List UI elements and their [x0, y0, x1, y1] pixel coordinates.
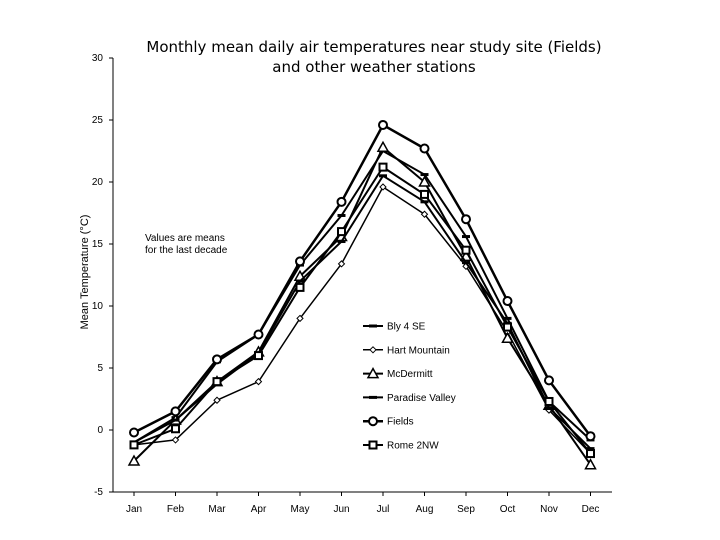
data-point-rome-2nw-dec — [586, 449, 595, 459]
data-point-mcdermitt-oct — [501, 331, 514, 343]
data-point-rome-2nw-nov — [544, 396, 554, 406]
series-line-hart-mountain — [133, 186, 592, 455]
legend-label: Bly 4 SE — [387, 322, 426, 333]
data-point-hart-mountain-aug — [420, 210, 429, 218]
x-tick-label-nov: Nov — [540, 504, 558, 515]
data-point-rome-2nw-jan — [129, 440, 139, 450]
chart-title-line-1: Monthly mean daily air temperatures near… — [146, 38, 601, 56]
y-tick-label: 0 — [97, 425, 103, 436]
data-point-fields-jul — [378, 119, 388, 130]
series-layer — [127, 119, 597, 470]
legend-swatch-marker — [368, 440, 378, 450]
x-tick-label-aug: Aug — [416, 504, 434, 515]
data-point-hart-mountain-mar — [213, 396, 221, 404]
legend-label: Hart Mountain — [387, 345, 450, 356]
data-point-mcdermitt-jan — [127, 454, 141, 466]
legend-item-hart-mountain: Hart Mountain — [363, 345, 450, 356]
x-tick-label-apr: Apr — [251, 504, 267, 515]
annotation-line-1: Values are means — [145, 233, 225, 244]
legend-label: Rome 2NW — [387, 441, 439, 452]
data-point-fields-mar — [212, 354, 222, 365]
series-paradise-valley — [130, 174, 595, 451]
data-point-rome-2nw-feb — [171, 424, 180, 434]
x-tick-label-mar: Mar — [208, 504, 226, 515]
legend-label: Paradise Valley — [387, 393, 456, 404]
data-point-fields-sep — [461, 214, 471, 225]
x-tick-label-may: May — [291, 504, 310, 515]
data-point-rome-2nw-sep — [461, 245, 471, 255]
data-point-fields-aug — [419, 143, 430, 154]
chart-title: Monthly mean daily air temperatures near… — [146, 38, 601, 76]
data-point-rome-2nw-mar — [212, 377, 222, 387]
y-tick-label: 25 — [92, 115, 104, 126]
data-point-rome-2nw-oct — [503, 322, 512, 332]
legend-swatch-marker — [368, 416, 378, 427]
data-point-rome-2nw-jul — [378, 162, 388, 172]
data-point-fields-dec — [585, 431, 596, 442]
y-tick-label: -5 — [94, 487, 103, 498]
data-point-mcdermitt-aug — [418, 175, 431, 187]
data-point-hart-mountain-may — [296, 314, 304, 323]
annotation-line-2: for the last decade — [145, 245, 228, 256]
data-point-rome-2nw-jun — [337, 227, 346, 237]
series-fields — [129, 119, 596, 442]
x-tick-label-sep: Sep — [457, 504, 475, 515]
legend-item-bly-4-se: Bly 4 SE — [363, 322, 426, 333]
legend-item-mcdermitt: McDermitt — [363, 367, 433, 380]
series-line-fields — [133, 123, 592, 437]
y-tick-label: 20 — [92, 177, 104, 188]
data-point-fields-may — [295, 256, 305, 267]
data-point-fields-jun — [336, 196, 347, 207]
data-point-rome-2nw-apr — [254, 351, 263, 361]
legend-label: Fields — [387, 417, 414, 428]
chart-title-line-2: and other weather stations — [272, 58, 476, 76]
x-tick-label-jul: Jul — [377, 504, 390, 515]
x-tick-label-jun: Jun — [333, 504, 349, 515]
data-point-hart-mountain-jun — [337, 260, 346, 268]
series-line-rome-2nw — [133, 166, 592, 455]
data-point-mcdermitt-jul — [376, 140, 390, 153]
data-point-rome-2nw-aug — [420, 189, 429, 199]
axes: -5 0 5 10 15 20 25 30 Jan Feb Mar Apr May Jun Jul Aug Se… — [92, 53, 612, 515]
series-rome-2nw — [129, 162, 595, 459]
data-point-fields-oct — [502, 296, 513, 307]
data-point-hart-mountain-apr — [254, 377, 263, 386]
data-point-fields-feb — [170, 406, 181, 417]
data-point-hart-mountain-jul — [379, 183, 387, 191]
legend-item-rome-2nw: Rome 2NW — [363, 440, 439, 452]
x-tick-label-dec: Dec — [582, 504, 600, 515]
data-point-mcdermitt-dec — [584, 458, 597, 470]
y-axis-label: Mean Temperature (°C) — [79, 215, 91, 330]
x-tick-label-jan: Jan — [126, 504, 142, 515]
y-tick-label: 10 — [92, 301, 104, 312]
data-point-fields-apr — [253, 329, 264, 340]
y-tick-label: 15 — [92, 239, 104, 250]
series-line-paradise-valley — [133, 174, 592, 450]
series-mcdermitt — [127, 140, 597, 470]
y-tick-label: 30 — [92, 53, 104, 64]
legend-swatch-marker — [369, 346, 377, 354]
chart-annotation: Values are means for the last decade — [145, 233, 228, 256]
data-point-rome-2nw-may — [295, 282, 305, 292]
x-tick-label-feb: Feb — [167, 504, 185, 515]
legend-item-paradise-valley: Paradise Valley — [363, 393, 456, 404]
legend-label: McDermitt — [387, 369, 433, 380]
legend-item-fields: Fields — [363, 416, 414, 428]
series-hart-mountain — [130, 183, 595, 458]
series-line-bly-4-se — [133, 150, 592, 444]
series-line-mcdermitt — [133, 146, 592, 466]
legend-swatch-marker — [366, 367, 380, 379]
data-point-fields-nov — [544, 375, 554, 386]
data-point-fields-jan — [129, 427, 139, 438]
data-point-hart-mountain-feb — [171, 436, 180, 444]
y-tick-label: 5 — [97, 363, 103, 374]
legend: Bly 4 SE Hart Mountain McDermitt Paradise V… — [363, 322, 456, 452]
x-tick-label-oct: Oct — [500, 504, 516, 515]
